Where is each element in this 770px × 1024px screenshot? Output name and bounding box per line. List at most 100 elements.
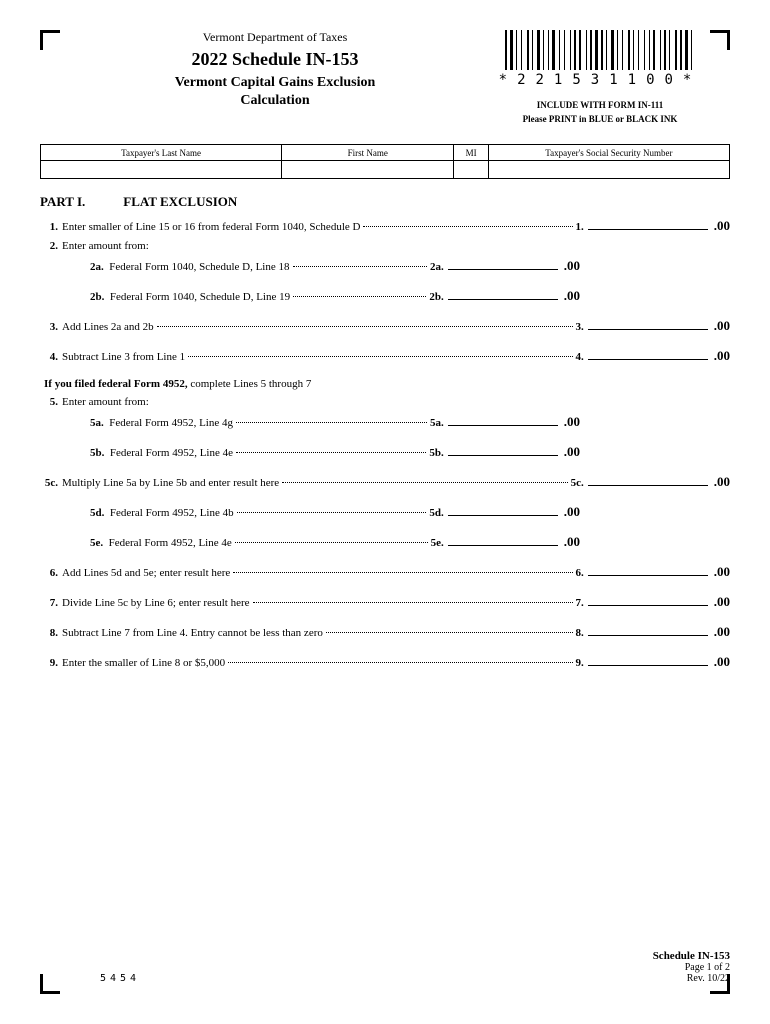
line-1: 1. Enter smaller of Line 15 or 16 from f…: [40, 218, 730, 234]
input-ssn[interactable]: [488, 161, 729, 179]
line-1-ref: 1.: [576, 221, 584, 233]
line-2b: 2b. Federal Form 1040, Schedule D, Line …: [40, 288, 730, 304]
line-5d-label: 5d.: [90, 507, 104, 519]
line-3-num: 3.: [40, 321, 62, 333]
cents: .00: [564, 444, 580, 460]
line-8-ref: 8.: [576, 627, 584, 639]
dots: [228, 662, 572, 663]
line-8-input[interactable]: [588, 624, 708, 636]
line-5c-input[interactable]: [588, 474, 708, 486]
line-6-input[interactable]: [588, 564, 708, 576]
line-1-text: Enter smaller of Line 15 or 16 from fede…: [62, 221, 360, 233]
line-5e-input[interactable]: [448, 534, 558, 546]
dots: [235, 542, 428, 543]
form-title: 2022 Schedule IN-153: [80, 49, 470, 70]
line-3: 3. Add Lines 2a and 2b 3. .00: [40, 318, 730, 334]
line-9-input[interactable]: [588, 654, 708, 666]
intro-bold: If you filed federal Form 4952,: [44, 378, 188, 390]
line-2b-text: Federal Form 1040, Schedule D, Line 19: [110, 291, 290, 303]
form-subtitle-2: Calculation: [80, 92, 470, 110]
line-2a-input[interactable]: [448, 258, 558, 270]
col-header-lastname: Taxpayer's Last Name: [41, 145, 282, 161]
cents: .00: [564, 534, 580, 550]
line-5a-input[interactable]: [448, 414, 558, 426]
department-name: Vermont Department of Taxes: [80, 30, 470, 45]
cents: .00: [564, 504, 580, 520]
cents: .00: [714, 564, 730, 580]
footer-schedule: Schedule IN-153: [653, 950, 730, 962]
line-5a: 5a. Federal Form 4952, Line 4g 5a. .00: [40, 414, 730, 430]
line-6: 6. Add Lines 5d and 5e; enter result her…: [40, 564, 730, 580]
print-instruction: Please PRINT in BLUE or BLACK INK: [470, 114, 730, 124]
cents: .00: [564, 414, 580, 430]
line-8: 8. Subtract Line 7 from Line 4. Entry ca…: [40, 624, 730, 640]
line-5d-text: Federal Form 4952, Line 4b: [110, 507, 234, 519]
cents: .00: [564, 258, 580, 274]
dots: [233, 572, 572, 573]
line-4-num: 4.: [40, 351, 62, 363]
line-7: 7. Divide Line 5c by Line 6; enter resul…: [40, 594, 730, 610]
line-6-text: Add Lines 5d and 5e; enter result here: [62, 567, 230, 579]
line-4-text: Subtract Line 3 from Line 1: [62, 351, 185, 363]
line-5b: 5b. Federal Form 4952, Line 4e 5b. .00: [40, 444, 730, 460]
part1-header: PART I. FLAT EXCLUSION: [40, 194, 730, 210]
dots: [157, 326, 573, 327]
line-4-input[interactable]: [588, 348, 708, 360]
line-7-num: 7.: [40, 597, 62, 609]
line-5e-ref: 5e.: [431, 537, 444, 549]
line-4-ref: 4.: [576, 351, 584, 363]
dots: [236, 452, 426, 453]
line-5e-text: Federal Form 4952, Line 4e: [109, 537, 232, 549]
cents: .00: [714, 348, 730, 364]
line-2a-ref: 2a.: [430, 261, 444, 273]
page-footer: 5454 Schedule IN-153 Page 1 of 2 Rev. 10…: [40, 950, 730, 984]
input-mi[interactable]: [454, 161, 488, 179]
line-2a-text: Federal Form 1040, Schedule D, Line 18: [109, 261, 289, 273]
dots: [188, 356, 572, 357]
line-5b-label: 5b.: [90, 447, 104, 459]
line-7-input[interactable]: [588, 594, 708, 606]
line-3-text: Add Lines 2a and 2b: [62, 321, 154, 333]
line-2-num: 2.: [40, 240, 62, 252]
line-5a-text: Federal Form 4952, Line 4g: [109, 417, 233, 429]
header-right: *221531100* INCLUDE WITH FORM IN-111 Ple…: [470, 30, 730, 124]
line-1-input[interactable]: [588, 218, 708, 230]
line-4: 4. Subtract Line 3 from Line 1 4. .00: [40, 348, 730, 364]
line-5b-input[interactable]: [448, 444, 558, 456]
taxpayer-info-table: Taxpayer's Last Name First Name MI Taxpa…: [40, 144, 730, 179]
footer-code: 5454: [100, 973, 140, 984]
cents: .00: [714, 654, 730, 670]
line-2b-input[interactable]: [448, 288, 558, 300]
dots: [282, 482, 567, 483]
line-2a: 2a. Federal Form 1040, Schedule D, Line …: [40, 258, 730, 274]
intro-rest: complete Lines 5 through 7: [188, 378, 312, 390]
line-2b-label: 2b.: [90, 291, 104, 303]
dots: [237, 512, 427, 513]
line-3-ref: 3.: [576, 321, 584, 333]
header-left: Vermont Department of Taxes 2022 Schedul…: [40, 30, 470, 124]
form4952-intro: If you filed federal Form 4952, complete…: [40, 378, 730, 390]
line-5a-label: 5a.: [90, 417, 104, 429]
line-2-text: Enter amount from:: [62, 240, 149, 252]
line-5d-ref: 5d.: [429, 507, 443, 519]
line-5d-input[interactable]: [448, 504, 558, 516]
line-5c: 5c. Multiply Line 5a by Line 5b and ente…: [40, 474, 730, 490]
line-5e: 5e. Federal Form 4952, Line 4e 5e. .00: [40, 534, 730, 550]
dots: [363, 226, 572, 227]
form-header: Vermont Department of Taxes 2022 Schedul…: [40, 30, 730, 124]
input-firstname[interactable]: [282, 161, 454, 179]
line-9-ref: 9.: [576, 657, 584, 669]
line-1-num: 1.: [40, 221, 62, 233]
line-3-input[interactable]: [588, 318, 708, 330]
cents: .00: [714, 218, 730, 234]
cents: .00: [564, 288, 580, 304]
cents: .00: [714, 474, 730, 490]
footer-right: Schedule IN-153 Page 1 of 2 Rev. 10/22: [653, 950, 730, 984]
line-6-num: 6.: [40, 567, 62, 579]
part1-title: FLAT EXCLUSION: [123, 194, 237, 209]
line-5d: 5d. Federal Form 4952, Line 4b 5d. .00: [40, 504, 730, 520]
dots: [236, 422, 427, 423]
input-lastname[interactable]: [41, 161, 282, 179]
cents: .00: [714, 318, 730, 334]
dots: [253, 602, 573, 603]
